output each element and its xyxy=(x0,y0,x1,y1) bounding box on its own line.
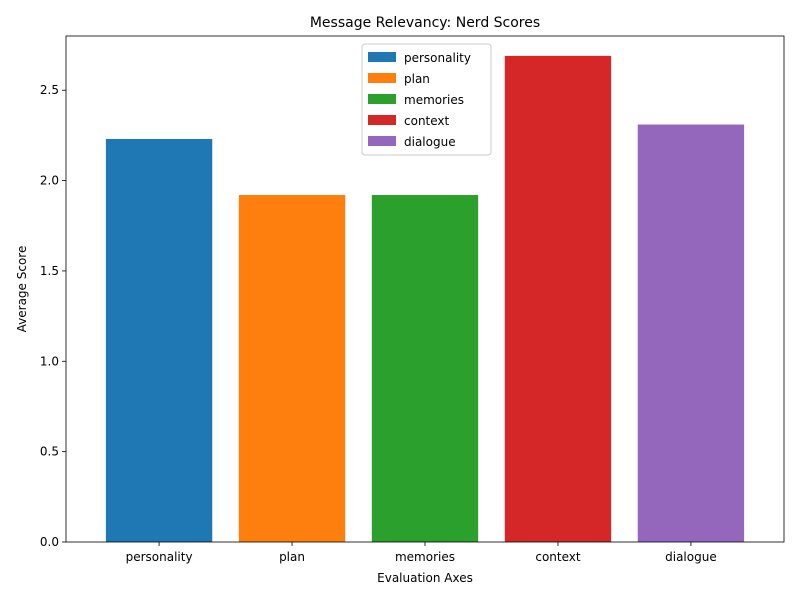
legend-label: personality xyxy=(404,51,471,65)
legend-swatch xyxy=(368,73,396,83)
legend-label: memories xyxy=(404,93,464,107)
y-tick-label: 2.0 xyxy=(40,174,59,188)
legend-swatch xyxy=(368,136,396,146)
x-tick-label: personality xyxy=(126,550,193,564)
legend: personality plan memories context dialogue xyxy=(361,43,492,156)
legend-label: dialogue xyxy=(404,135,456,149)
y-axis-label: Average Score xyxy=(15,246,29,333)
x-tick-label: context xyxy=(535,550,581,564)
y-tick-label: 0.0 xyxy=(40,535,59,549)
x-tick-label: plan xyxy=(279,550,305,564)
legend-box xyxy=(361,43,492,156)
legend-swatch xyxy=(368,52,396,62)
axes-layer: personality plan memories context dialogue 0.… xyxy=(40,35,785,564)
plot-frame xyxy=(65,35,785,543)
x-axis-label: Evaluation Axes xyxy=(377,571,473,585)
bar-dialogue xyxy=(637,124,745,543)
bar-context xyxy=(504,55,612,542)
bar-personality xyxy=(105,139,213,542)
legend-label: context xyxy=(404,114,450,128)
y-tick-label: 0.5 xyxy=(40,445,59,459)
legend-swatch xyxy=(368,94,396,104)
x-tick-label: memories xyxy=(395,550,455,564)
legend-label: plan xyxy=(404,72,430,86)
x-tick-label: dialogue xyxy=(665,550,717,564)
bars-layer xyxy=(105,55,745,543)
bar-memories xyxy=(371,195,479,542)
legend-swatch xyxy=(368,115,396,125)
y-tick-label: 1.0 xyxy=(40,354,59,368)
y-tick-label: 2.5 xyxy=(40,83,59,97)
bar-plan xyxy=(238,195,346,542)
y-tick-label: 1.5 xyxy=(40,264,59,278)
chart-title: Message Relevancy: Nerd Scores xyxy=(310,15,540,31)
